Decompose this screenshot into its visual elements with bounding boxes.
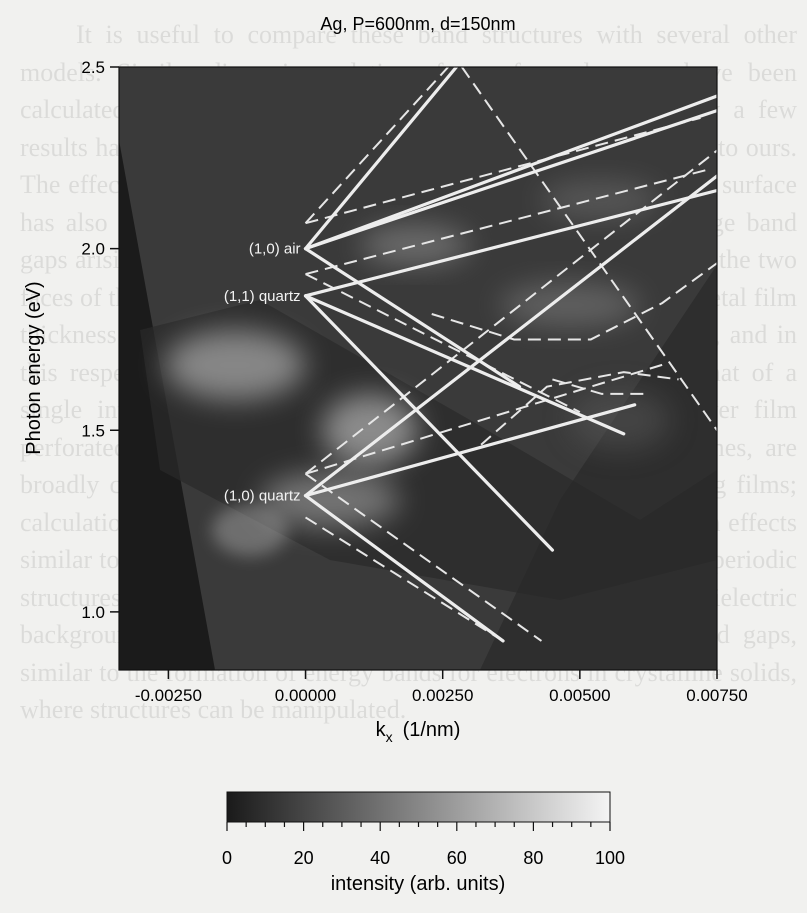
colorbar-axis: 0 20 40 60 80 100 xyxy=(222,822,625,868)
solid-mode-line xyxy=(303,188,717,298)
solid-mode-line xyxy=(303,247,522,389)
y-tick-label: 1.5 xyxy=(81,421,105,440)
x-axis-symbol: k xyxy=(376,719,387,741)
y-tick-label: 1.0 xyxy=(81,603,105,622)
mode-label: (1,0) quartz xyxy=(224,488,301,505)
x-tick-label: 0.00750 xyxy=(686,686,747,705)
colorbar-tick-label: 60 xyxy=(447,848,467,868)
solid-mode-lines xyxy=(303,67,717,643)
mode-label: (1,0) air xyxy=(249,241,301,258)
y-tick-label: 2.0 xyxy=(81,240,105,259)
bright-lobe xyxy=(322,394,418,466)
colorbar-tick-label: 100 xyxy=(595,848,625,868)
mode-label: (1,1) quartz xyxy=(224,288,301,305)
bright-lobe xyxy=(570,390,670,450)
chart-title: Ag, P=600nm, d=150nm xyxy=(320,14,515,34)
colorbar-label: intensity (arb. units) xyxy=(331,873,506,895)
bright-lobe xyxy=(360,225,470,265)
y-tick-label: 2.5 xyxy=(81,58,105,77)
colorbar-tick-label: 20 xyxy=(294,848,314,868)
mode-annotations: (1,0) air (1,1) quartz (1,0) quartz xyxy=(224,241,301,505)
x-axis-subscript: x xyxy=(386,729,393,745)
y-axis-label: Photon energy (eV) xyxy=(23,281,45,454)
colorbar xyxy=(226,791,611,823)
dashed-mode-curve xyxy=(480,371,679,446)
dashed-mode-line xyxy=(305,363,663,475)
solid-mode-line xyxy=(303,67,459,251)
dashed-mode-line xyxy=(304,149,717,475)
colorbar-tick-label: 80 xyxy=(523,848,543,868)
solid-mode-line xyxy=(303,94,717,251)
solid-mode-line xyxy=(303,108,717,251)
bright-lobe xyxy=(212,504,288,556)
dashed-mode-line xyxy=(461,67,717,431)
uncovered-region-left xyxy=(119,67,215,670)
solid-mode-line xyxy=(303,403,637,498)
solid-mode-line xyxy=(303,294,555,552)
bright-lobe xyxy=(260,472,400,528)
dashed-mode-curve xyxy=(552,378,646,395)
dashed-mode-curve xyxy=(431,262,717,341)
x-axis-label: kx (1/nm) xyxy=(376,719,461,745)
solid-mode-line xyxy=(303,294,626,436)
colorbar-tick-label: 0 xyxy=(222,848,232,868)
dashed-mode-line xyxy=(305,273,581,413)
x-axis-unit: (1/nm) xyxy=(403,719,461,741)
solid-mode-line xyxy=(303,174,717,498)
dashed-mode-line xyxy=(305,116,701,225)
bright-lobe xyxy=(165,330,305,400)
x-axis: -0.00250 0.00000 0.00250 0.00500 0.00750 xyxy=(135,670,748,705)
y-axis: 1.0 1.5 2.0 2.5 xyxy=(81,58,119,622)
x-tick-label: 0.00500 xyxy=(549,686,610,705)
dashed-mode-line xyxy=(305,167,712,276)
colorbar-tick-label: 40 xyxy=(370,848,390,868)
solid-mode-line xyxy=(303,494,505,643)
dashed-mode-line xyxy=(304,473,543,642)
x-tick-label: 0.00250 xyxy=(412,686,473,705)
heatmap xyxy=(119,67,717,670)
x-tick-label: 0.00000 xyxy=(275,686,336,705)
plot-frame xyxy=(118,66,718,671)
dashed-mode-lines xyxy=(304,67,717,642)
dashed-mode-line xyxy=(304,67,449,224)
x-tick-label: -0.00250 xyxy=(135,686,202,705)
bright-lobe xyxy=(540,180,660,220)
